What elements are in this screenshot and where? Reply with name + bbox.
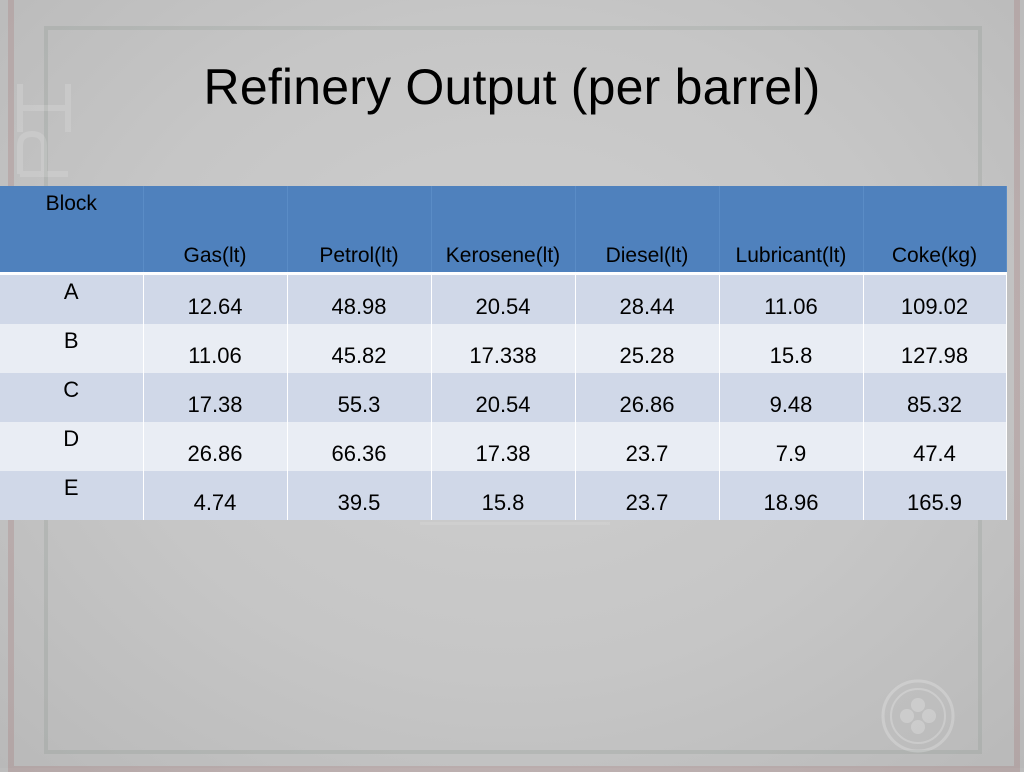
header-lubricant: Lubricant(lt) (719, 186, 864, 275)
coke-cell: 47.4 (863, 422, 1007, 471)
block-cell: B (0, 324, 144, 373)
petrol-cell: 45.82 (287, 324, 432, 373)
diesel-cell: 23.7 (575, 422, 720, 471)
kerosene-cell: 20.54 (431, 273, 576, 324)
diesel-cell: 23.7 (575, 471, 720, 520)
header-diesel: Diesel(lt) (575, 186, 720, 275)
gas-cell: 4.74 (143, 471, 288, 520)
watermark-seal (881, 679, 955, 753)
lubricant-cell: 15.8 (719, 324, 864, 373)
table-row: C 17.38 55.3 20.54 26.86 9.48 85.32 (0, 373, 1007, 422)
petrol-cell: 66.36 (287, 422, 432, 471)
diesel-cell: 25.28 (575, 324, 720, 373)
block-cell: A (0, 273, 144, 324)
table-header-row: Block Gas(lt) Petrol(lt) Kerosene(lt) Di… (0, 186, 1007, 275)
coke-cell: 85.32 (863, 373, 1007, 422)
diesel-cell: 28.44 (575, 273, 720, 324)
watermark-letters-logo (17, 84, 71, 177)
header-gas: Gas(lt) (143, 186, 288, 275)
lubricant-cell: 18.96 (719, 471, 864, 520)
lubricant-cell: 7.9 (719, 422, 864, 471)
table-row: A 12.64 48.98 20.54 28.44 11.06 109.02 (0, 273, 1007, 324)
kerosene-cell: 17.38 (431, 422, 576, 471)
block-cell: C (0, 373, 144, 422)
header-kerosene: Kerosene(lt) (431, 186, 576, 275)
header-coke: Coke(kg) (863, 186, 1007, 275)
coke-cell: 109.02 (863, 273, 1007, 324)
block-cell: E (0, 471, 144, 520)
kerosene-cell: 20.54 (431, 373, 576, 422)
block-cell: D (0, 422, 144, 471)
header-block: Block (0, 186, 144, 275)
kerosene-cell: 15.8 (431, 471, 576, 520)
gas-cell: 12.64 (143, 273, 288, 324)
coke-cell: 127.98 (863, 324, 1007, 373)
header-petrol: Petrol(lt) (287, 186, 432, 275)
lubricant-cell: 9.48 (719, 373, 864, 422)
coke-cell: 165.9 (863, 471, 1007, 520)
gas-cell: 26.86 (143, 422, 288, 471)
diesel-cell: 26.86 (575, 373, 720, 422)
lubricant-cell: 11.06 (719, 273, 864, 324)
table-row: D 26.86 66.36 17.38 23.7 7.9 47.4 (0, 422, 1007, 471)
petrol-cell: 39.5 (287, 471, 432, 520)
gas-cell: 11.06 (143, 324, 288, 373)
table-row: E 4.74 39.5 15.8 23.7 18.96 165.9 (0, 471, 1007, 520)
petrol-cell: 48.98 (287, 273, 432, 324)
gas-cell: 17.38 (143, 373, 288, 422)
table-row: B 11.06 45.82 17.338 25.28 15.8 127.98 (0, 324, 1007, 373)
petrol-cell: 55.3 (287, 373, 432, 422)
slide-title: Refinery Output (per barrel) (203, 59, 821, 115)
kerosene-cell: 17.338 (431, 324, 576, 373)
refinery-output-table: Block Gas(lt) Petrol(lt) Kerosene(lt) Di… (0, 186, 1007, 520)
